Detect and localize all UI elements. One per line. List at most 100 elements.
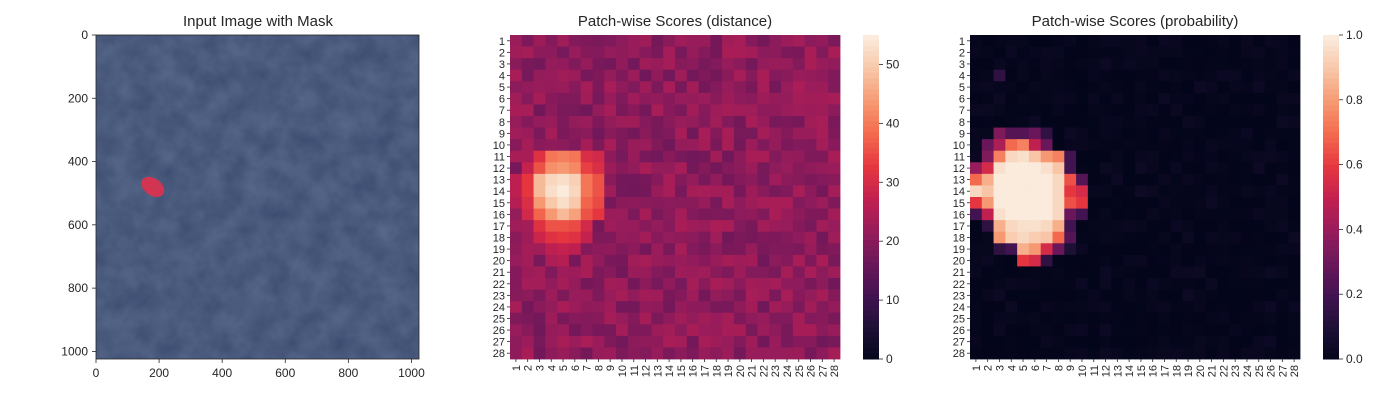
heatmap-cell [1087,347,1101,360]
heatmap-cell [1064,35,1077,47]
heatmap-cell [1182,347,1195,360]
heatmap-cell [757,278,770,290]
heatmap-cell [1052,324,1065,337]
heatmap-cell [769,324,782,337]
heatmap-cell [792,335,806,348]
heatmap-cell [1135,335,1148,348]
heatmap-cell [1193,231,1207,244]
x-tick-label: 27 [1277,365,1289,377]
heatmap-cell [792,35,806,47]
heatmap-cell [616,139,629,152]
heatmap-cell [1040,81,1053,94]
heatmap-cell [1111,254,1124,267]
heatmap-cell [828,243,841,256]
heatmap-cell [1146,312,1159,325]
heatmap-cell [816,116,829,128]
heatmap-cell [651,173,664,186]
heatmap-cell [1170,127,1183,140]
heatmap-cell [804,301,817,314]
heatmap-cell [970,301,983,314]
heatmap-cell [698,69,711,82]
heatmap-cell [639,231,652,244]
heatmap-cell [769,197,782,209]
heatmap-cell [580,69,593,82]
heatmap-cell [1064,335,1077,348]
heatmap-cell [1217,335,1230,348]
heatmap-cell [580,324,593,337]
heatmap-cell [1040,69,1053,82]
heatmap-cell [757,335,770,348]
heatmap-cell [1052,231,1065,244]
heatmap-cell [1028,127,1042,140]
heatmap-cell [769,81,782,94]
heatmap-cell [816,335,829,348]
colorbar-segment [863,256,879,263]
heatmap-cell [1076,127,1089,140]
heatmap-cell [604,81,617,94]
heatmap-cell [1158,173,1171,186]
heatmap-cell [757,92,770,105]
heatmap-cell [1217,58,1230,71]
heatmap-cell [828,185,841,198]
heatmap-cell [993,208,1006,221]
heatmap-cell [816,150,829,163]
heatmap-cell [1076,81,1089,94]
heatmap-cell [639,127,652,140]
heatmap-cell [970,243,983,256]
colorbar-segment [1323,283,1339,290]
heatmap-cell [1241,301,1254,314]
heatmap-cell [970,208,983,221]
colorbar-segment [863,245,879,252]
heatmap-cell [804,335,817,348]
heatmap-cell [1229,197,1242,209]
heatmap-cell [1182,81,1195,94]
heatmap-cell [1040,266,1053,279]
heatmap-cell [1052,162,1065,175]
heatmap-cell [604,69,617,82]
heatmap-cell [1170,231,1183,244]
heatmap-cell [1241,208,1254,221]
heatmap-cell [568,35,582,47]
heatmap-cell [1158,35,1171,47]
heatmap-cell [1217,127,1230,140]
heatmap-cell [757,185,770,198]
heatmap-cell [816,312,829,325]
heatmap-cell [557,104,570,117]
heatmap-cell [639,335,652,348]
heatmap-cell [521,197,534,209]
heatmap-cell [1052,312,1065,325]
x-tick-label: 600 [275,366,295,380]
colorbar-segment [863,207,879,214]
heatmap-cell [663,312,676,325]
heatmap-cell [1158,266,1171,279]
heatmap-cell [1076,185,1089,198]
heatmap-cell [816,127,829,140]
y-tick-label: 9 [499,128,505,140]
heatmap-cell [686,58,699,71]
heatmap-cell [828,150,841,163]
heatmap-cell [1087,104,1101,117]
heatmap-cell [1241,81,1254,94]
heatmap-cell [592,289,605,302]
heatmap-cell [533,46,546,59]
heatmap-cell [1076,46,1089,59]
heatmap-cell [1005,58,1018,71]
x-tick-label: 1000 [398,366,425,380]
heatmap-cell [970,162,983,175]
heatmap-cell [792,92,806,105]
heatmap-cell [1229,127,1242,140]
heatmap-cell [970,127,983,140]
heatmap-cell [1264,243,1277,256]
heatmap-cell [1040,116,1053,128]
heatmap-cell [639,92,652,105]
heatmap-cell [686,197,699,209]
heatmap-cell [510,162,523,175]
heatmap-cell [1288,347,1301,360]
x-tick-label: 2 [523,365,535,371]
heatmap-cell [769,92,782,105]
heatmap-cell [1111,139,1124,152]
heatmap-cell [1028,162,1042,175]
heatmap-cell [1076,139,1089,152]
heatmap-cell [828,347,841,360]
colorbar-segment [863,175,879,182]
